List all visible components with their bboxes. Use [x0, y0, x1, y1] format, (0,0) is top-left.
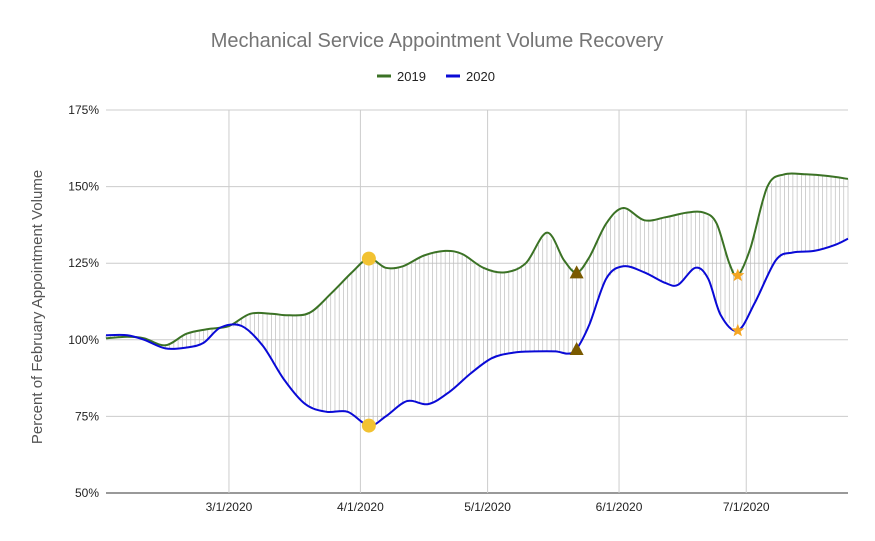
y-tick-label: 100% — [68, 333, 99, 347]
x-tick-label: 5/1/2020 — [464, 500, 511, 514]
legend-entry-2020: 2020 — [466, 69, 495, 84]
triangle-marker — [569, 265, 584, 279]
y-axis-label: Percent of February Appointment Volume — [29, 170, 46, 444]
x-tick-label: 6/1/2020 — [596, 500, 643, 514]
circle-marker — [361, 418, 376, 433]
y-tick-label: 50% — [75, 486, 99, 500]
x-tick-label: 3/1/2020 — [206, 500, 253, 514]
axis-ticks: 50% 75% 100% 125% 150% 175% 3/1/2020 4/1/2020 5/… — [68, 103, 770, 514]
difference-hatching — [105, 174, 849, 426]
y-tick-label: 150% — [68, 180, 99, 194]
legend: 2019 2020 — [377, 69, 495, 84]
series-line-2020 — [105, 237, 849, 427]
circle-marker — [361, 251, 376, 266]
star-marker — [731, 323, 745, 337]
chart-title: Mechanical Service Appointment Volume Re… — [211, 30, 663, 52]
series-line-2019 — [105, 172, 849, 347]
star-marker — [731, 268, 745, 282]
triangle-marker — [569, 341, 584, 355]
y-tick-label: 125% — [68, 256, 99, 270]
legend-entry-2019: 2019 — [397, 69, 426, 84]
series-lines — [105, 172, 849, 427]
annotation-markers — [361, 251, 745, 433]
x-tick-label: 4/1/2020 — [337, 500, 384, 514]
x-tick-label: 7/1/2020 — [723, 500, 770, 514]
y-tick-label: 75% — [75, 409, 99, 423]
y-tick-label: 175% — [68, 103, 99, 117]
gridlines — [106, 109, 848, 494]
